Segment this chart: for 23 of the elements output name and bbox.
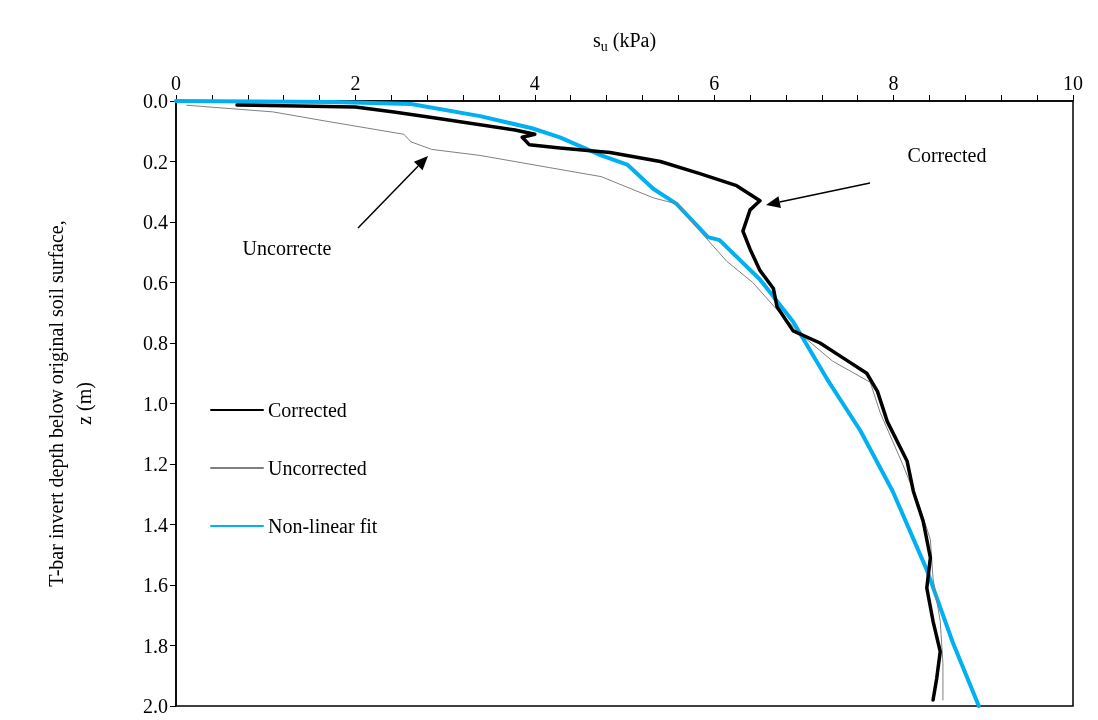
y-tick-label: 1.4 (143, 513, 168, 536)
y-tick-label: 1.8 (143, 634, 168, 657)
legend-label: Uncorrected (268, 457, 367, 479)
y-tick-label: 1.6 (143, 574, 168, 596)
x-tick-label: 6 (709, 72, 720, 94)
y-axis-title: T-bar invert depth below original soil surface, z (m) (45, 220, 96, 587)
y-tick-label: 1.0 (143, 392, 168, 415)
y-tick-label: 0.0 (143, 90, 168, 112)
annotation: Uncorrecte (242, 236, 332, 260)
y-tick-label: 0.8 (143, 332, 168, 354)
x-tick-label: 2 (350, 72, 361, 94)
y-tick-label: 2.0 (143, 695, 168, 717)
y-tick-label: 0.2 (143, 150, 168, 173)
annotation: Corrected (907, 143, 987, 167)
legend-label: Corrected (268, 399, 347, 421)
y-tick-label: 0.4 (143, 211, 168, 233)
x-tick-label: 8 (888, 72, 899, 94)
legend-label: Non-linear fit (268, 515, 378, 537)
x-tick-label: 10 (1063, 72, 1083, 94)
y-tick-label: 1.2 (143, 453, 168, 475)
x-tick-label: 4 (529, 72, 540, 94)
x-tick-label: 0 (171, 72, 181, 94)
y-tick-label: 0.6 (143, 271, 168, 294)
